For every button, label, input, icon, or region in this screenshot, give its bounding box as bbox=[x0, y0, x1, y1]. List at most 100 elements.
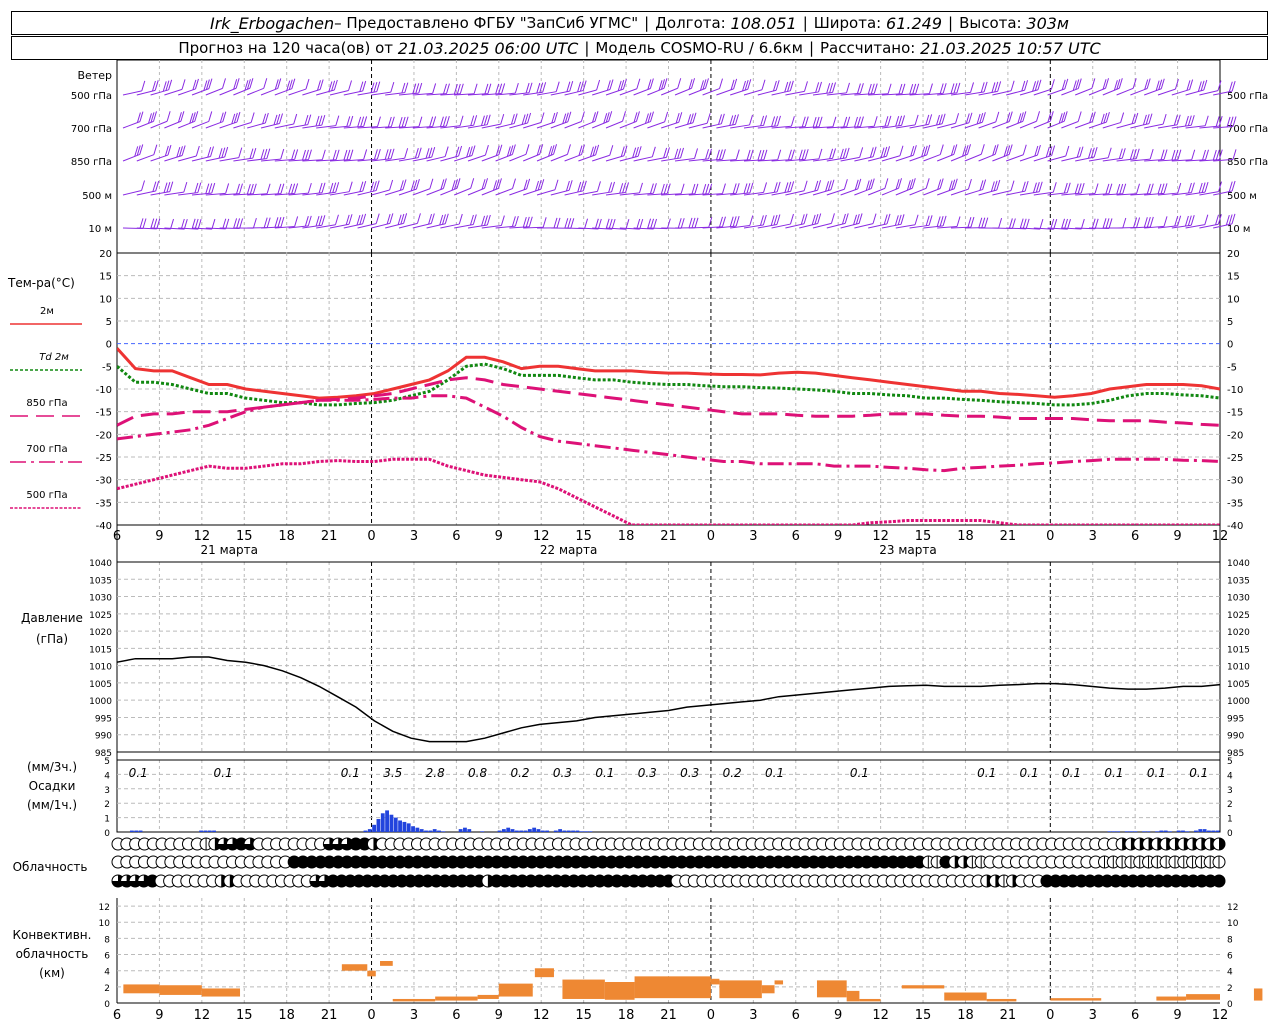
cloud-symbol bbox=[1212, 874, 1226, 888]
wind-barb-flag bbox=[542, 217, 547, 228]
wind-barb-flag bbox=[321, 149, 326, 160]
hour-tick-label-bottom: 6 bbox=[452, 1008, 460, 1023]
hour-tick-label: 6 bbox=[113, 529, 121, 544]
wind-barb-flag bbox=[1146, 78, 1151, 89]
pressure-title: Давление bbox=[21, 611, 83, 625]
wind-barb-flag bbox=[719, 78, 723, 89]
conv-ytick-right: 0 bbox=[1227, 1000, 1233, 1010]
hour-tick-label: 0 bbox=[1046, 529, 1054, 544]
wind-barb bbox=[191, 227, 212, 230]
hour-tick-label-bottom: 18 bbox=[278, 1008, 295, 1023]
wind-barb-flag bbox=[554, 179, 559, 190]
wind-barb-flag bbox=[1067, 219, 1071, 230]
header-row-1: Irk_Erbogachen – Предоставлено ФГБУ "Зап… bbox=[11, 11, 1268, 35]
wind-barb bbox=[1061, 192, 1082, 196]
wind-barb bbox=[950, 153, 968, 162]
wind-barb-flag bbox=[225, 183, 230, 194]
wind-barb-flag bbox=[677, 218, 682, 229]
wind-barb-flag bbox=[208, 78, 213, 89]
wind-barb-flag bbox=[829, 148, 834, 159]
wind-barb-flag bbox=[980, 82, 985, 93]
wind-barb-flag bbox=[252, 217, 257, 229]
wind-barb-flag bbox=[521, 114, 526, 125]
wind-barb-flag bbox=[286, 80, 291, 91]
hour-tick-label: 3 bbox=[1089, 529, 1097, 544]
conv-ytick-left: 0 bbox=[104, 1000, 110, 1010]
hour-tick-label-bottom: 12 bbox=[533, 1008, 550, 1023]
wind-barb-flag bbox=[540, 112, 545, 123]
wind-barb-flag bbox=[729, 216, 734, 227]
wind-barb-flag bbox=[155, 180, 160, 192]
wind-barb-flag bbox=[498, 83, 503, 94]
wind-barb-flag bbox=[692, 112, 697, 123]
wind-barb bbox=[536, 189, 556, 196]
wind-barb bbox=[1185, 159, 1206, 162]
wind-barb-flag bbox=[418, 116, 423, 127]
wind-barb-flag bbox=[1157, 183, 1162, 195]
wind-barb bbox=[288, 159, 309, 162]
cloud-symbol bbox=[331, 837, 345, 851]
wind-barb-flag bbox=[321, 182, 326, 193]
wind-barb-flag bbox=[487, 83, 492, 94]
conv-cloud-bar bbox=[604, 982, 635, 1000]
wind-barb-flag bbox=[225, 218, 230, 229]
wind-barb-flag bbox=[566, 81, 571, 92]
wind-barb bbox=[274, 88, 293, 96]
wind-barb bbox=[771, 125, 792, 129]
wind-barb bbox=[426, 125, 447, 129]
wind-barb bbox=[1144, 158, 1165, 162]
precip-bar bbox=[134, 830, 139, 832]
wind-barb bbox=[1130, 158, 1151, 162]
wind-barb bbox=[205, 156, 225, 162]
wind-barb bbox=[247, 193, 268, 196]
wind-barb bbox=[495, 225, 516, 229]
wind-barb bbox=[316, 125, 336, 129]
wind-barb-flag bbox=[1100, 113, 1105, 125]
wind-barb bbox=[274, 192, 295, 196]
wind-barb bbox=[868, 155, 887, 162]
hour-tick-label: 9 bbox=[155, 529, 163, 544]
wind-barb-flag bbox=[873, 83, 878, 94]
wind-barb-flag bbox=[1174, 78, 1179, 90]
wind-barb-flag bbox=[787, 181, 792, 193]
wind-barb-flag bbox=[555, 81, 560, 92]
pressure-ytick-right: 1010 bbox=[1227, 663, 1250, 673]
precip-ytick-right: 4 bbox=[1227, 771, 1233, 781]
wind-barb bbox=[426, 223, 446, 229]
conv-cloud-bar bbox=[774, 980, 784, 985]
wind-barb-flag bbox=[356, 214, 361, 226]
wind-barb bbox=[674, 122, 694, 129]
wind-barb-flag bbox=[1229, 116, 1234, 127]
wind-barb bbox=[633, 156, 653, 162]
forecast-label: Прогноз на 120 часа(ов) от bbox=[178, 39, 393, 57]
wind-barb bbox=[881, 223, 902, 229]
wind-barb bbox=[1144, 88, 1162, 96]
wind-barb-flag bbox=[152, 181, 157, 192]
wind-barb-flag bbox=[1093, 147, 1098, 158]
precip-bar bbox=[467, 829, 472, 832]
wind-barb-flag bbox=[976, 113, 981, 125]
wind-barb-flag bbox=[153, 111, 157, 122]
wind-barb-flag bbox=[454, 179, 458, 190]
wind-barb-flag bbox=[535, 180, 539, 192]
hour-tick-label-bottom: 0 bbox=[1046, 1008, 1054, 1023]
wind-barb bbox=[371, 158, 392, 162]
wind-barb bbox=[1130, 226, 1151, 229]
wind-barb bbox=[1171, 192, 1192, 196]
wind-barb-flag bbox=[704, 78, 709, 89]
wind-barb-flag bbox=[814, 214, 819, 225]
precip-3h-label: 2.8 bbox=[426, 766, 445, 780]
wind-barb-flag bbox=[1080, 182, 1085, 194]
wind-barb-flag bbox=[911, 178, 916, 189]
precip-ytick-left: 3 bbox=[104, 786, 110, 796]
wind-barb-flag bbox=[1184, 215, 1189, 227]
conv-ytick-right: 12 bbox=[1227, 903, 1238, 913]
wind-barb-flag bbox=[1122, 183, 1127, 194]
wind-barb-flag bbox=[252, 148, 257, 159]
wind-barb-flag bbox=[1105, 218, 1110, 229]
conv-cloud-bar bbox=[380, 961, 393, 966]
wind-barb bbox=[371, 91, 391, 96]
wind-barb-flag bbox=[539, 82, 544, 93]
wind-barb-flag bbox=[1149, 148, 1154, 160]
wind-barb-flag bbox=[291, 78, 296, 89]
